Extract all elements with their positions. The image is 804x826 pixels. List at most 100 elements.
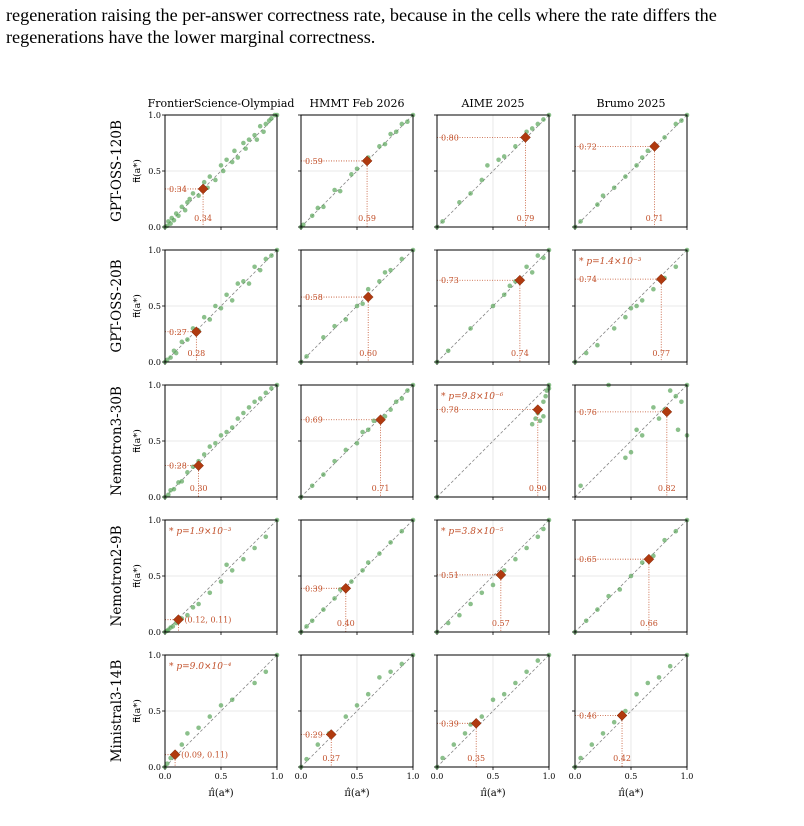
data-point xyxy=(300,222,306,228)
data-point xyxy=(171,486,177,492)
data-point xyxy=(182,207,188,213)
mean-x-label: 0.40 xyxy=(337,619,355,628)
mean-x-label: 0.71 xyxy=(646,214,664,223)
data-point xyxy=(207,317,213,322)
x-tick-label: 0.0 xyxy=(569,772,582,781)
data-point xyxy=(479,714,485,719)
data-point xyxy=(673,121,679,127)
mean-marker xyxy=(514,274,526,286)
data-point xyxy=(201,179,207,185)
data-point xyxy=(634,427,639,433)
data-point xyxy=(513,556,518,562)
mean-y-label: 0.39 xyxy=(441,719,459,728)
identity-line xyxy=(436,654,550,768)
data-point xyxy=(269,386,274,391)
data-point xyxy=(479,590,485,596)
data-point xyxy=(639,560,645,565)
mean-y-label: 0.34 xyxy=(169,185,187,194)
identity-line xyxy=(574,249,688,363)
mean-y-label: 0.46 xyxy=(579,711,597,720)
data-point xyxy=(645,148,651,154)
data-point xyxy=(185,470,190,475)
data-point xyxy=(639,433,645,438)
identity-line xyxy=(574,519,688,633)
data-point xyxy=(213,177,218,183)
mean-marker xyxy=(191,326,202,338)
data-point xyxy=(213,440,218,446)
data-point xyxy=(185,200,190,205)
data-point xyxy=(382,141,388,147)
data-point xyxy=(241,556,246,562)
mean-marker xyxy=(325,729,337,740)
data-point xyxy=(196,725,201,731)
y-tick-label: 0.0 xyxy=(148,493,161,502)
y-tick-label: 0.0 xyxy=(148,223,161,232)
data-point xyxy=(343,447,349,453)
identity-line xyxy=(164,114,278,228)
data-point xyxy=(332,323,337,329)
y-axis-label: π⃡(a*) xyxy=(132,699,143,723)
data-point xyxy=(171,217,177,223)
identity-line xyxy=(164,519,278,633)
data-point xyxy=(405,119,410,125)
identity-line xyxy=(164,384,278,498)
mean-y-label: 0.73 xyxy=(441,276,459,285)
column-title: Brumo 2025 xyxy=(597,97,666,110)
p-value-label: * p=9.0×10⁻⁴ xyxy=(169,662,232,672)
data-point xyxy=(543,393,548,399)
y-axis-label: π⃡(a*) xyxy=(132,564,143,588)
data-point xyxy=(365,427,371,433)
data-point xyxy=(617,587,623,592)
intro-text: regeneration raising the per-answer corr… xyxy=(6,4,802,48)
data-point xyxy=(354,166,360,172)
data-point xyxy=(243,146,248,151)
p-value-label: * p=3.8×10⁻⁵ xyxy=(441,527,504,537)
mean-x-label: 0.60 xyxy=(359,349,377,358)
data-point xyxy=(371,418,377,424)
mean-marker xyxy=(361,155,373,167)
row-label: GPT-OSS-20B xyxy=(109,259,125,352)
mean-x-label: 0.74 xyxy=(511,349,529,358)
identity-line xyxy=(300,384,414,498)
data-point xyxy=(679,118,684,123)
data-point xyxy=(224,292,229,298)
data-point xyxy=(623,314,628,320)
data-point xyxy=(218,163,224,168)
data-point xyxy=(673,264,679,270)
y-tick-label: 0.0 xyxy=(148,763,161,772)
data-point xyxy=(263,534,269,540)
data-point xyxy=(388,267,393,273)
data-point xyxy=(507,283,513,289)
data-point xyxy=(232,148,237,154)
y-tick-label: 0.5 xyxy=(148,437,161,446)
intro-line-2: regenerations have the lower marginal co… xyxy=(6,27,376,47)
data-point xyxy=(218,305,224,311)
data-point xyxy=(535,253,541,258)
mean-y-label: 0.51 xyxy=(441,571,459,580)
data-point xyxy=(173,350,179,356)
data-point xyxy=(651,286,656,292)
mean-x-label: 0.79 xyxy=(517,214,535,223)
mean-x-label: 0.30 xyxy=(190,484,208,493)
data-point xyxy=(269,116,274,121)
x-tick-label: 1.0 xyxy=(407,772,420,781)
data-point xyxy=(485,163,490,168)
data-point xyxy=(541,255,546,261)
mean-marker xyxy=(362,291,374,303)
data-point xyxy=(343,714,349,719)
x-axis-label: π̂(a*) xyxy=(344,788,369,799)
data-point xyxy=(179,479,185,484)
data-point xyxy=(667,388,673,393)
data-point xyxy=(337,188,343,194)
data-point xyxy=(168,355,173,360)
data-point xyxy=(673,393,679,399)
data-point xyxy=(343,317,349,322)
data-point xyxy=(309,618,315,624)
data-point xyxy=(651,553,656,559)
data-point xyxy=(168,755,173,761)
intro-line-1: regeneration raising the per-answer corr… xyxy=(6,5,717,25)
data-point xyxy=(224,562,229,568)
data-point xyxy=(645,680,651,686)
data-point xyxy=(220,168,226,174)
data-point xyxy=(241,410,246,416)
